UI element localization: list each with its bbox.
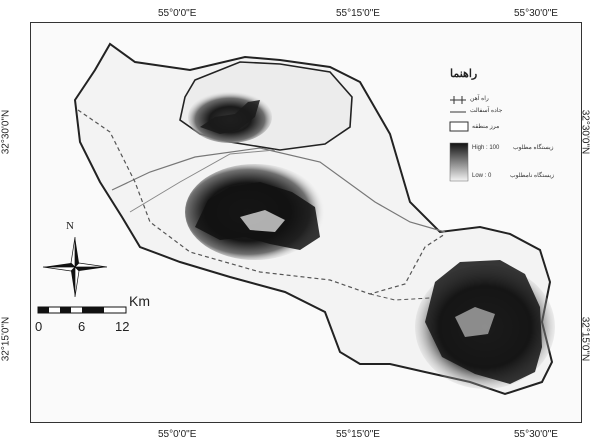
coord-top-3: 55°30'0"E — [514, 8, 558, 19]
railway-line — [77, 109, 446, 295]
scale-unit: Km — [129, 293, 150, 309]
scale-tick-0: 0 — [35, 319, 43, 334]
coord-left-1: 32°30'0"N — [0, 109, 12, 155]
legend-boundary-label: مرز منطقه — [472, 124, 500, 130]
north-arrow — [42, 236, 108, 298]
road-branch — [129, 149, 276, 213]
coord-bottom-3: 55°30'0"E — [514, 429, 558, 440]
road-line — [111, 147, 446, 233]
coord-left-2: 32°15'0"N — [0, 316, 12, 362]
legend-railway-label: راه آهن — [470, 96, 489, 102]
coord-bottom-1: 55°0'0"E — [158, 429, 197, 440]
scale-bar — [37, 306, 127, 314]
scale-tick-6: 6 — [78, 319, 86, 334]
habitat-central-clearing — [240, 210, 285, 232]
coord-top-1: 55°0'0"E — [158, 8, 197, 19]
legend-high-label: High : 100 — [472, 145, 500, 151]
scale-tick-12: 12 — [115, 319, 130, 334]
railway-branch — [369, 293, 431, 301]
legend-title: راهنما — [450, 68, 478, 80]
legend-boundary-symbol — [449, 121, 469, 132]
legend-high-desc: زیستگاه مطلوب — [513, 145, 554, 151]
habitat-southeast-clearing — [455, 307, 495, 337]
legend — [449, 96, 469, 182]
legend-low-desc: زیستگاه نامطلوب — [510, 173, 555, 179]
north-label: N — [66, 220, 74, 232]
habitat-map — [37, 42, 555, 396]
legend-road-label: جاده آسفالت — [470, 108, 503, 114]
legend-low-label: Low : 0 — [472, 173, 492, 179]
coord-bottom-2: 55°15'0"E — [336, 429, 380, 440]
habitat-north-core — [200, 100, 260, 134]
coord-top-2: 55°15'0"E — [336, 8, 380, 19]
legend-ramp — [449, 142, 469, 182]
